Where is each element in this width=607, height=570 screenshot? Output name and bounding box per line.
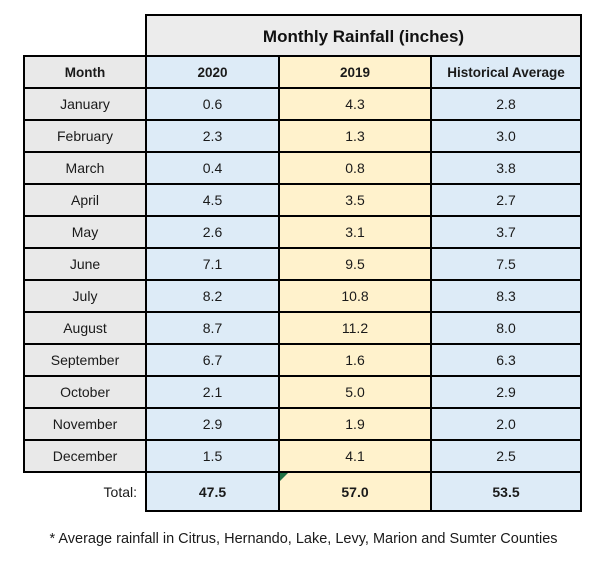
cell-month[interactable]: February bbox=[25, 121, 145, 151]
cell-historical[interactable]: 3.8 bbox=[432, 153, 580, 183]
footnote: * Average rainfall in Citrus, Hernando, … bbox=[49, 531, 558, 547]
cell-2020[interactable]: 7.1 bbox=[147, 249, 278, 279]
cell-2020[interactable]: 8.2 bbox=[147, 281, 278, 311]
cell-2019[interactable]: 5.0 bbox=[280, 377, 430, 407]
cell-2019[interactable]: 3.5 bbox=[280, 185, 430, 215]
cell-2020[interactable]: 1.5 bbox=[147, 441, 278, 471]
col-header-month[interactable]: Month bbox=[25, 57, 145, 87]
cell-month[interactable]: June bbox=[25, 249, 145, 279]
cell-2019[interactable]: 1.9 bbox=[280, 409, 430, 439]
col-header-2019[interactable]: 2019 bbox=[280, 57, 430, 87]
col-header-historical[interactable]: Historical Average bbox=[432, 57, 580, 87]
cell-month[interactable]: April bbox=[25, 185, 145, 215]
cell-2020[interactable]: 2.6 bbox=[147, 217, 278, 247]
cell-month[interactable]: January bbox=[25, 89, 145, 119]
cell-2020[interactable]: 2.1 bbox=[147, 377, 278, 407]
cell-historical[interactable]: 8.0 bbox=[432, 313, 580, 343]
cell-month[interactable]: November bbox=[25, 409, 145, 439]
cell-month[interactable]: March bbox=[25, 153, 145, 183]
cell-historical[interactable]: 2.5 bbox=[432, 441, 580, 471]
cell-historical[interactable]: 2.9 bbox=[432, 377, 580, 407]
cell-month[interactable]: July bbox=[25, 281, 145, 311]
total-historical[interactable]: 53.5 bbox=[432, 473, 580, 510]
cell-historical[interactable]: 2.0 bbox=[432, 409, 580, 439]
cell-2019[interactable]: 1.6 bbox=[280, 345, 430, 375]
cell-2019[interactable]: 4.3 bbox=[280, 89, 430, 119]
cell-2020[interactable]: 6.7 bbox=[147, 345, 278, 375]
cell-2019[interactable]: 0.8 bbox=[280, 153, 430, 183]
cell-historical[interactable]: 7.5 bbox=[432, 249, 580, 279]
cell-historical[interactable]: 2.8 bbox=[432, 89, 580, 119]
cell-2019[interactable]: 3.1 bbox=[280, 217, 430, 247]
cell-2020[interactable]: 2.9 bbox=[147, 409, 278, 439]
cell-month[interactable]: December bbox=[25, 441, 145, 471]
cell-month[interactable]: October bbox=[25, 377, 145, 407]
cell-month[interactable]: August bbox=[25, 313, 145, 343]
cell-2019[interactable]: 10.8 bbox=[280, 281, 430, 311]
cell-historical[interactable]: 2.7 bbox=[432, 185, 580, 215]
cell-2020[interactable]: 8.7 bbox=[147, 313, 278, 343]
cell-month[interactable]: September bbox=[25, 345, 145, 375]
total-row: 47.5 57.0 53.5 bbox=[145, 471, 582, 512]
cell-historical[interactable]: 8.3 bbox=[432, 281, 580, 311]
cell-2019[interactable]: 11.2 bbox=[280, 313, 430, 343]
table-title: Monthly Rainfall (inches) bbox=[145, 14, 582, 57]
cell-2019[interactable]: 4.1 bbox=[280, 441, 430, 471]
cell-historical[interactable]: 3.7 bbox=[432, 217, 580, 247]
cell-2020[interactable]: 4.5 bbox=[147, 185, 278, 215]
total-label[interactable]: Total: bbox=[103, 483, 137, 500]
cell-month[interactable]: May bbox=[25, 217, 145, 247]
total-2019[interactable]: 57.0 bbox=[280, 473, 430, 510]
cell-historical[interactable]: 3.0 bbox=[432, 121, 580, 151]
rainfall-table: Month 2020 2019 Historical Average Janua… bbox=[23, 55, 582, 473]
cell-2020[interactable]: 0.6 bbox=[147, 89, 278, 119]
total-2019-value: 57.0 bbox=[341, 483, 369, 500]
error-indicator-icon bbox=[280, 473, 288, 481]
total-2020[interactable]: 47.5 bbox=[147, 473, 278, 510]
cell-historical[interactable]: 6.3 bbox=[432, 345, 580, 375]
cell-2019[interactable]: 9.5 bbox=[280, 249, 430, 279]
cell-2020[interactable]: 2.3 bbox=[147, 121, 278, 151]
col-header-2020[interactable]: 2020 bbox=[147, 57, 278, 87]
cell-2020[interactable]: 0.4 bbox=[147, 153, 278, 183]
cell-2019[interactable]: 1.3 bbox=[280, 121, 430, 151]
